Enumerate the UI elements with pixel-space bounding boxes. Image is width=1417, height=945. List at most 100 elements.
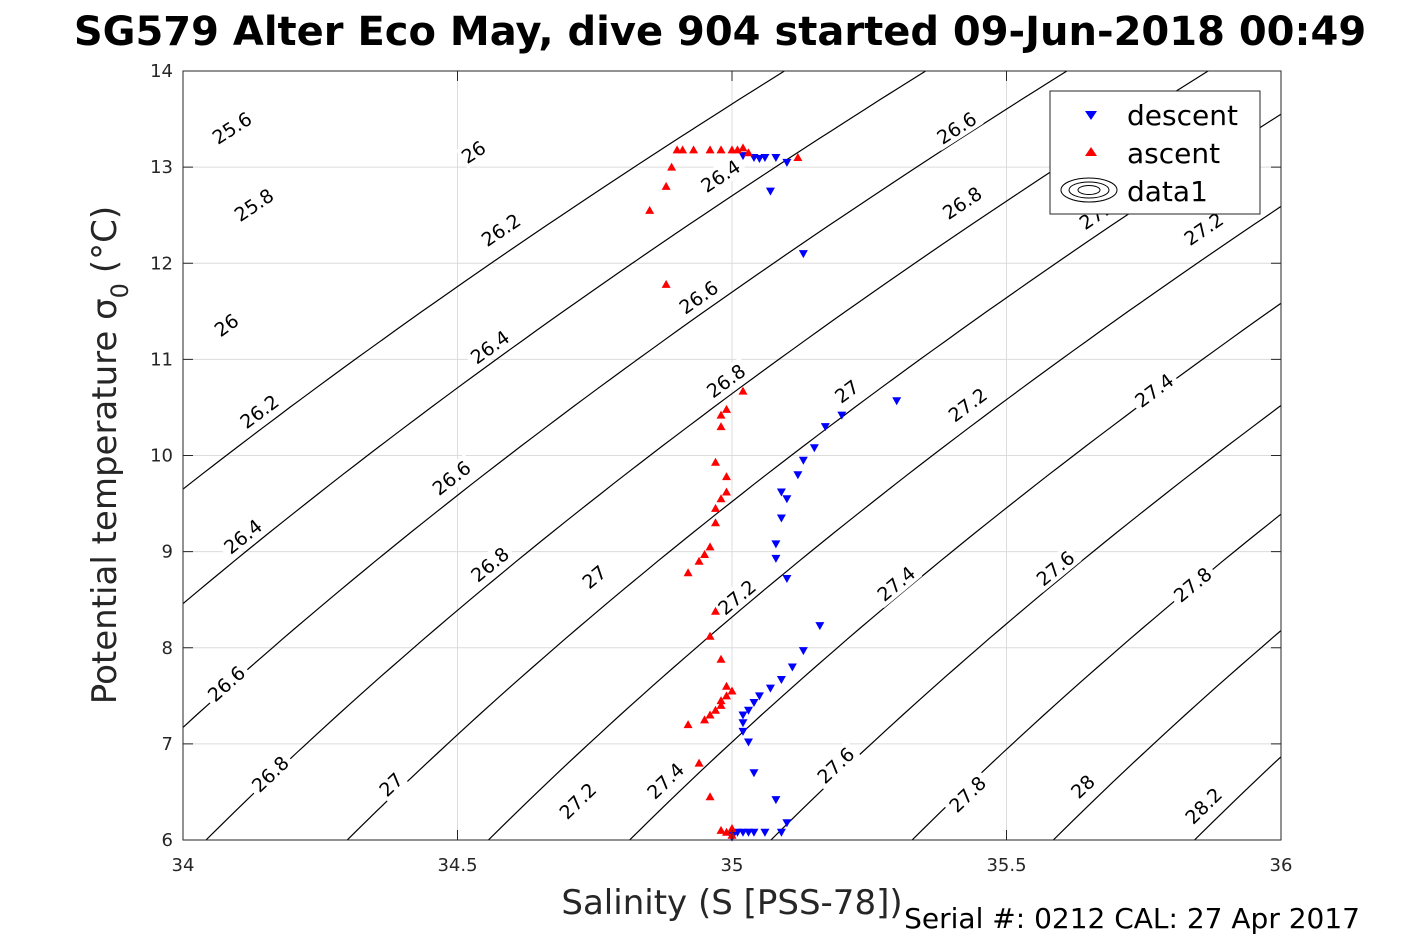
contour-line-27 [770,404,1281,840]
contour-label-bg [935,179,989,226]
ascent-point [705,631,715,640]
y-tick-label: 10 [150,446,173,467]
descent-point [760,154,770,163]
contour-label-bg [639,755,692,806]
contour-label-bg [200,658,253,709]
ascent-point [645,205,655,214]
descent-point [798,250,808,259]
ascent-point [711,606,721,615]
y-tick-label: 7 [162,734,173,755]
contour-label-bg [1028,543,1082,593]
contour-line-26-6 [487,205,1281,840]
y-tick-label: 14 [150,61,173,82]
contour-label-bg [1177,780,1230,831]
descent-point [749,699,759,708]
contour-line-26 [183,71,1069,729]
legend-ascent-label: ascent [1127,137,1220,170]
descent-point [771,554,781,563]
y-axis-label-subscript: 0 [106,283,134,298]
descent-point [776,488,786,497]
descent-point [782,495,792,504]
ascent-point [722,827,732,836]
x-tick-label: 36 [1270,855,1293,876]
contour-line-26-8 [628,302,1281,840]
contour-label-bg [576,559,612,595]
descent-point [798,647,808,656]
ascent-point [705,792,715,801]
contour-label-bg [828,374,865,409]
ascent-point [711,457,721,466]
ascent-point [711,518,721,527]
ascent-point [716,696,726,705]
contour-label-bg [216,512,270,561]
contour-label-bg [204,105,259,151]
contour-label-bg [869,559,923,608]
descent-point [892,397,902,406]
y-tick-label: 13 [150,157,173,178]
descent-point [738,711,748,720]
ascent-point [743,148,753,157]
descent-point [771,154,781,163]
x-tick-label: 34 [172,855,195,876]
ascent-point [694,758,704,767]
calibration-footer: Serial #: 0212 CAL: 27 Apr 2017 [904,902,1360,935]
y-tick-label: 6 [162,830,173,851]
contour-label-bg [941,768,994,820]
contour-label-bg [424,453,478,502]
descent-point [820,423,830,432]
contour-label-bg [929,105,984,151]
contour-label-bg [1064,768,1101,805]
chart-title: SG579 Alter Eco May, dive 904 started 09… [74,9,1366,55]
descent-point [771,540,781,549]
contour-label-bg [463,323,517,371]
ascent-point [700,715,710,724]
descent-point [787,663,797,672]
contour-label-bg [710,572,764,622]
legend-box [1049,90,1261,215]
y-axis-label-main: Potential temperature σ [85,298,125,704]
descent-point [815,622,825,631]
x-axis-label: Salinity (S [PSS-78]) [561,883,902,923]
ascent-point [727,686,737,695]
ascent-point [722,487,732,496]
descent-point [765,187,775,196]
contour-label-bg [809,740,862,791]
descent-point [771,796,781,805]
ascent-point [678,145,688,154]
contour-label-bg [463,539,517,589]
contour-label-bg [373,766,409,803]
descent-point [782,158,792,167]
ascent-point [661,181,671,190]
x-tick-label: 34.5 [437,855,477,876]
descent-point [760,828,770,837]
contour-line-27-2 [911,513,1281,840]
ascent-point [667,162,677,171]
ascent-point [716,825,726,834]
ascent-point [793,153,803,162]
y-axis-label-unit: (°C) [85,206,125,273]
descent-point [837,411,847,420]
descent-point [754,154,764,163]
legend-descent-marker [1085,111,1097,120]
contour-line-25-8 [183,71,927,605]
contour-label-bg [699,357,753,405]
descent-point [738,719,748,728]
ascent-point [722,404,732,413]
contour-label-bg [244,748,296,800]
ascent-point [722,472,732,481]
ascent-point [716,145,726,154]
ascent-point [738,386,748,395]
legend-data1-label: data1 [1127,175,1208,208]
ascent-point [716,700,726,709]
contour-label-bg [1176,205,1231,252]
ascent-point [683,568,693,577]
legend-contour-icon [1060,177,1118,203]
legend-ascent-marker [1085,147,1097,156]
descent-point [809,444,819,453]
ascent-point [689,145,699,154]
ascent-point [661,279,671,288]
contour-label-bg [551,775,604,827]
ascent-point [716,422,726,431]
